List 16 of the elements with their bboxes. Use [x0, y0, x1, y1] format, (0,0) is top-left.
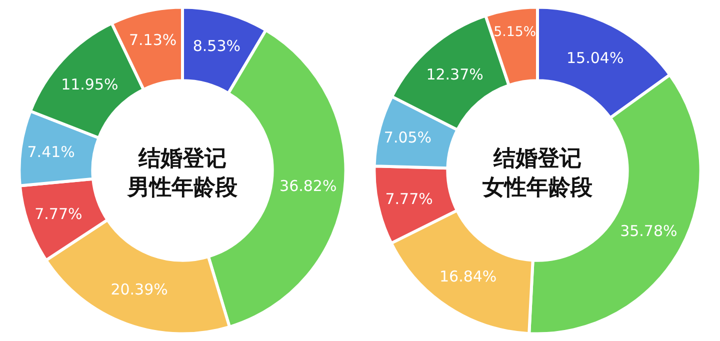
data-label: 35.78% [620, 222, 678, 240]
data-label: 7.77% [34, 205, 82, 224]
text: 结婚登记女性年龄段 [482, 146, 594, 200]
data-label: 7.13% [128, 31, 177, 50]
data-label: 5.15% [494, 25, 536, 40]
data-label: 15.04% [566, 48, 624, 67]
data-label: 16.84% [439, 267, 497, 286]
data-label: 36.82% [280, 176, 337, 195]
data-label: 11.95% [61, 75, 118, 94]
data-label: 7.77% [385, 190, 433, 208]
data-label: 20.39% [110, 280, 168, 298]
text: 结婚登记男性年龄段 [126, 146, 238, 200]
data-label: 7.41% [27, 143, 75, 162]
data-label: 7.05% [384, 128, 432, 147]
data-label: 8.53% [192, 36, 241, 55]
data-label: 12.37% [426, 66, 484, 84]
